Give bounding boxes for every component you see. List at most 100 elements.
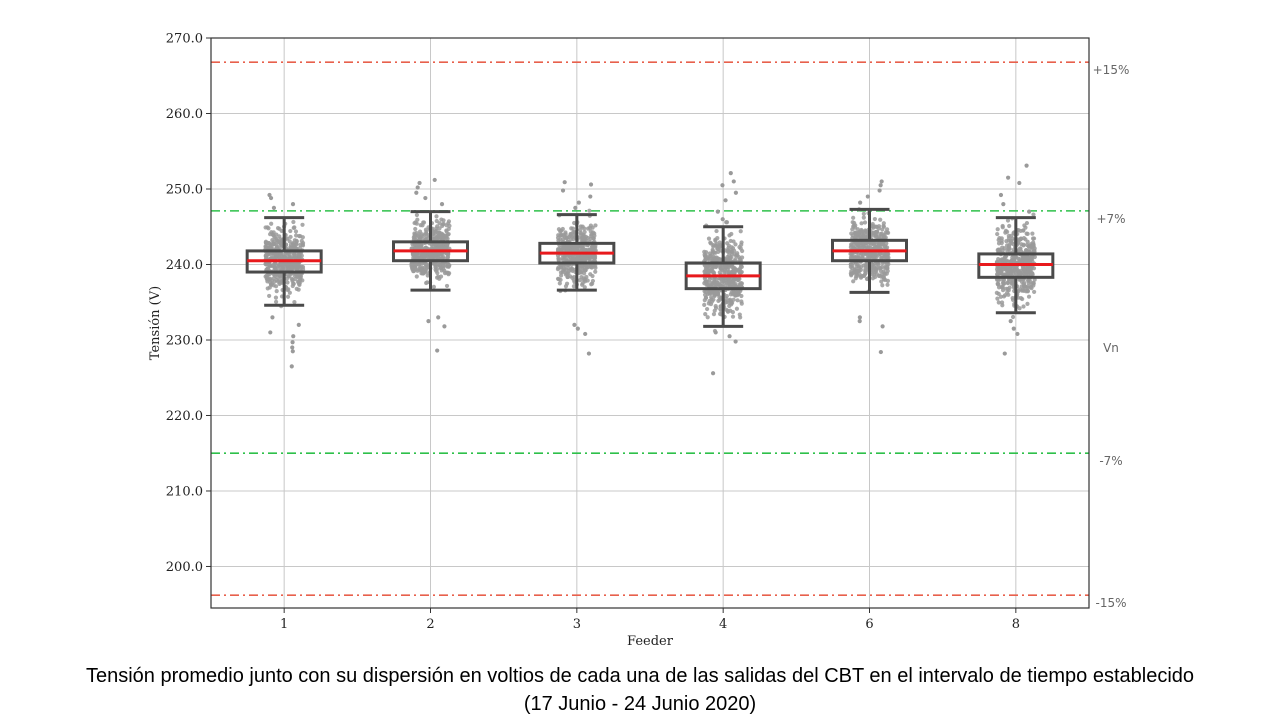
data-point <box>724 276 730 282</box>
outlier-point <box>436 315 441 320</box>
data-point <box>711 312 717 317</box>
data-point <box>862 220 868 225</box>
data-point <box>1006 268 1011 273</box>
data-point <box>300 278 305 283</box>
data-point <box>434 214 439 219</box>
data-point <box>273 295 279 300</box>
data-point <box>589 265 594 270</box>
data-point <box>995 281 1000 286</box>
outlier-point <box>270 315 275 320</box>
data-point <box>717 270 722 275</box>
data-point <box>715 256 720 261</box>
data-point <box>883 254 889 259</box>
x-tick-label: 2 <box>426 617 434 632</box>
outlier-point <box>723 198 728 203</box>
data-point <box>723 283 728 288</box>
data-point <box>739 293 744 299</box>
outlier-point <box>710 371 716 376</box>
outlier-point <box>727 334 732 339</box>
data-point <box>556 233 561 238</box>
data-point <box>708 283 713 289</box>
data-point <box>848 255 854 260</box>
outlier-point <box>731 179 736 184</box>
data-point <box>590 247 595 252</box>
data-point <box>280 263 285 269</box>
data-point <box>994 259 1000 265</box>
data-point <box>268 282 274 287</box>
data-point <box>876 273 882 279</box>
y-axis-title: Tensión (V) <box>148 286 163 360</box>
data-point <box>445 255 451 260</box>
data-point <box>286 287 291 292</box>
data-point <box>706 270 711 275</box>
data-point <box>870 224 875 229</box>
data-point <box>708 280 713 285</box>
data-point <box>1022 268 1027 274</box>
data-point <box>1026 294 1032 299</box>
data-point <box>1005 290 1010 295</box>
data-point <box>1005 281 1011 286</box>
data-point <box>711 270 716 275</box>
data-point <box>593 223 598 228</box>
data-point <box>850 263 855 269</box>
data-point <box>1024 231 1029 236</box>
data-point <box>265 274 270 280</box>
data-point <box>436 251 441 256</box>
data-point <box>876 262 881 267</box>
data-point <box>861 211 866 216</box>
data-point <box>854 274 859 279</box>
data-point <box>419 243 424 248</box>
data-point <box>265 225 270 230</box>
outlier-point <box>572 322 577 327</box>
data-point <box>995 296 1000 301</box>
data-point <box>294 286 299 291</box>
data-point <box>852 220 857 226</box>
data-point <box>434 268 439 274</box>
outlier-point <box>715 209 720 214</box>
outlier-point <box>858 200 863 205</box>
outlier-point <box>857 315 862 320</box>
data-point <box>556 238 561 243</box>
data-point <box>723 264 728 270</box>
data-point <box>705 315 710 320</box>
data-point <box>849 242 854 247</box>
data-point <box>420 232 425 237</box>
data-point <box>423 227 429 232</box>
data-point <box>571 267 577 272</box>
data-point <box>855 227 860 232</box>
data-point <box>727 233 732 238</box>
data-point <box>872 233 877 238</box>
data-point <box>560 256 565 261</box>
data-point <box>994 290 999 295</box>
data-point <box>570 275 575 281</box>
outlier-point <box>432 177 437 183</box>
data-point <box>882 272 887 277</box>
data-point <box>293 277 298 282</box>
data-point <box>704 256 710 261</box>
data-point <box>856 230 861 235</box>
data-point <box>297 246 303 251</box>
data-point <box>1017 287 1022 292</box>
data-point <box>712 308 717 313</box>
outlier-point <box>586 351 592 356</box>
outlier-point <box>562 180 567 185</box>
data-point <box>412 232 417 238</box>
data-point <box>1020 265 1026 270</box>
data-point <box>864 261 869 266</box>
data-point <box>1031 212 1036 217</box>
data-point <box>881 235 886 240</box>
data-point <box>885 230 890 235</box>
outlier-point <box>588 194 593 199</box>
data-point <box>1005 218 1011 223</box>
data-point <box>877 251 883 257</box>
data-point <box>1009 269 1015 274</box>
data-point <box>864 240 869 246</box>
outlier-point <box>560 188 566 193</box>
data-point <box>739 264 744 269</box>
data-point <box>285 265 290 270</box>
data-point <box>288 234 293 240</box>
outlier-point <box>720 183 725 188</box>
data-point <box>1004 286 1009 291</box>
outlier-point <box>1015 331 1020 337</box>
data-point <box>736 255 742 260</box>
